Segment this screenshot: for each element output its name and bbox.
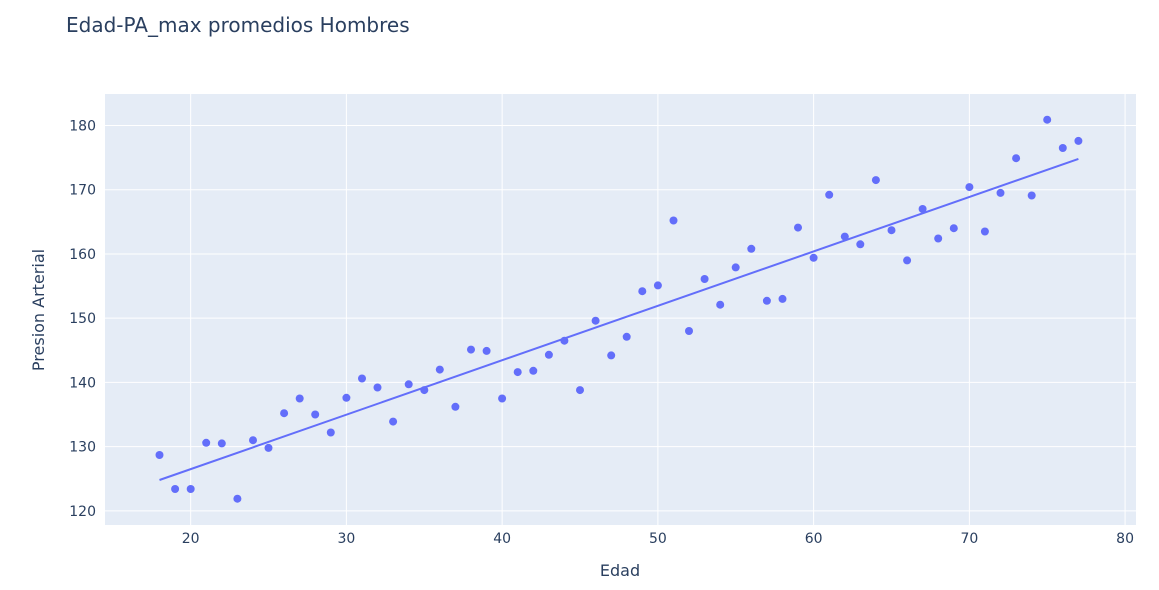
data-point <box>794 223 802 232</box>
data-point <box>685 327 693 335</box>
data-point <box>934 234 943 243</box>
data-point <box>638 287 647 296</box>
data-point <box>747 244 756 253</box>
y-tick-label: 160 <box>69 247 96 263</box>
data-point <box>217 439 226 448</box>
data-point <box>871 176 880 185</box>
data-point <box>404 380 413 389</box>
y-axis-title: Presion Arterial <box>29 249 48 371</box>
x-tick-label: 70 <box>960 531 978 547</box>
data-point <box>653 281 662 290</box>
data-point <box>1058 144 1067 152</box>
y-tick-label: 180 <box>69 118 96 134</box>
trend-line <box>159 157 1079 481</box>
data-point <box>202 438 211 447</box>
x-tick-label: 50 <box>649 531 667 547</box>
data-point <box>1027 191 1036 200</box>
y-tick-label: 140 <box>69 375 96 391</box>
data-point <box>949 224 958 233</box>
data-point <box>342 393 351 402</box>
data-point <box>840 232 849 241</box>
data-point <box>311 410 320 419</box>
x-axis-title: Edad <box>600 561 640 580</box>
chart-title: Edad-PA_max promedios Hombres <box>66 13 410 37</box>
data-point <box>965 183 974 192</box>
data-point <box>809 253 818 262</box>
data-point <box>903 256 912 265</box>
y-tick-label: 170 <box>69 183 96 199</box>
data-point <box>622 332 631 341</box>
data-point <box>544 350 553 359</box>
plot-area <box>105 94 1136 525</box>
data-point <box>980 227 989 236</box>
data-point <box>326 428 335 437</box>
data-point <box>1012 154 1021 163</box>
data-point <box>264 443 273 452</box>
data-point <box>358 374 366 383</box>
data-point <box>996 188 1005 197</box>
y-axis-ticks: 120 130 140 150 160 170 180 <box>69 118 96 519</box>
data-point <box>731 263 740 272</box>
data-point <box>1043 115 1052 124</box>
data-point <box>887 226 896 235</box>
data-point <box>513 368 522 377</box>
x-tick-label: 30 <box>337 531 355 547</box>
data-marks <box>155 115 1083 503</box>
data-point <box>249 436 257 445</box>
x-tick-label: 40 <box>493 531 511 547</box>
data-point <box>171 485 180 493</box>
grid-lines <box>105 94 1136 525</box>
data-point <box>498 394 507 403</box>
data-point <box>482 346 491 355</box>
data-point <box>1074 136 1083 145</box>
data-point <box>825 190 834 199</box>
data-point <box>716 300 725 309</box>
x-tick-label: 60 <box>805 531 823 547</box>
y-tick-label: 120 <box>69 504 96 520</box>
data-point <box>700 275 709 283</box>
data-point <box>295 394 304 403</box>
data-point <box>591 316 600 325</box>
x-axis-ticks: 20 30 40 50 60 70 80 <box>182 531 1134 547</box>
data-point <box>389 417 398 426</box>
data-point <box>669 216 678 225</box>
data-point <box>778 294 787 303</box>
data-point <box>155 451 164 459</box>
data-point <box>856 240 865 249</box>
data-point <box>529 366 538 375</box>
y-tick-label: 130 <box>69 440 96 456</box>
data-point <box>435 365 444 374</box>
y-tick-label: 150 <box>69 311 96 327</box>
data-point <box>280 409 289 418</box>
data-point <box>373 383 382 392</box>
data-point <box>560 336 569 345</box>
x-tick-label: 20 <box>182 531 200 547</box>
data-point <box>451 402 460 411</box>
data-point <box>420 386 429 395</box>
data-point <box>918 205 927 213</box>
data-point <box>467 345 475 354</box>
data-point <box>762 296 771 305</box>
data-point <box>576 386 584 395</box>
data-point <box>607 351 616 360</box>
data-point <box>233 494 242 503</box>
x-tick-label: 80 <box>1116 531 1134 547</box>
data-point <box>186 485 195 493</box>
